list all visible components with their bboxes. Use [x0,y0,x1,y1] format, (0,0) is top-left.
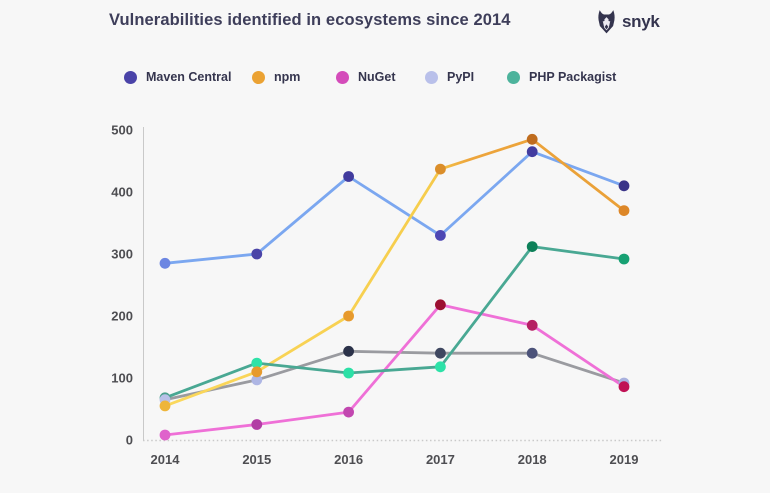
legend-label-php-packagist: PHP Packagist [529,70,617,84]
x-tick-label-2019: 2019 [610,452,639,467]
y-tick-label-500: 500 [111,123,133,138]
legend-dot-php-packagist [507,70,520,84]
marker-maven-central-2018 [526,146,538,158]
marker-npm-2016 [343,310,354,322]
y-tick-label-300: 300 [111,247,133,262]
marker-nuget-2018 [526,319,538,331]
marker-nuget-2019 [618,381,630,393]
series-line-pypi [163,349,626,402]
marker-npm-2014 [159,400,171,412]
legend-item-nuget[interactable]: NuGet [336,70,396,84]
marker-nuget-2016 [343,406,354,418]
legend-label-nuget: NuGet [358,70,396,84]
marker-php-packagist-2015 [251,357,263,369]
x-tick-label-2017: 2017 [426,452,455,467]
legend-item-npm[interactable]: npm [252,70,300,84]
legend-dot-pypi [425,70,438,84]
legend-label-npm: npm [274,70,301,84]
marker-maven-central-2017 [435,230,446,241]
y-tick-label-100: 100 [111,371,133,386]
series-line-maven-central [163,150,626,265]
x-tick-label-2016: 2016 [334,452,363,467]
legend-dot-nuget [336,70,349,84]
marker-pypi-2017 [435,347,446,359]
marker-php-packagist-2018 [526,241,538,253]
y-tick-label-200: 200 [111,309,133,324]
y-tick-label-400: 400 [111,185,133,200]
marker-maven-central-2019 [618,180,630,192]
x-tick-label-2018: 2018 [518,452,547,467]
series-line-php-packagist [163,245,626,400]
marker-maven-central-2015 [251,248,263,260]
marker-nuget-2014 [159,429,171,441]
series-line-npm [163,137,626,408]
marker-pypi-2016 [343,345,354,357]
legend-dot-maven-central [124,70,137,84]
x-tick-label-2015: 2015 [242,452,271,467]
legend-label-pypi: PyPI [447,70,475,84]
y-tick-label-0: 0 [126,433,133,448]
snyk-logo: snyk [596,9,660,35]
snyk-dog-icon [598,10,615,34]
legend-item-maven-central[interactable]: Maven Central [124,70,231,84]
marker-nuget-2015 [251,419,263,430]
marker-maven-central-2016 [343,171,354,182]
marker-npm-2015 [251,366,263,378]
legend-dot-npm [252,70,265,84]
chart-title: Vulnerabilities identified in ecosystems… [109,11,511,29]
legend-item-php-packagist[interactable]: PHP Packagist [507,70,616,84]
marker-pypi-2018 [526,347,538,359]
marker-maven-central-2014 [159,257,171,269]
marker-php-packagist-2016 [343,367,354,379]
marker-nuget-2017 [435,299,446,311]
legend-item-pypi[interactable]: PyPI [425,70,474,84]
marker-php-packagist-2017 [435,361,446,373]
legend-label-maven-central: Maven Central [146,70,232,84]
marker-npm-2019 [618,205,630,217]
marker-npm-2018 [526,133,538,145]
series-line-nuget [163,303,626,437]
snyk-logo-text: snyk [622,12,660,31]
marker-pypi-2015 [251,374,263,386]
marker-php-packagist-2019 [618,253,630,265]
x-tick-label-2014: 2014 [151,452,181,467]
marker-npm-2017 [435,163,446,175]
